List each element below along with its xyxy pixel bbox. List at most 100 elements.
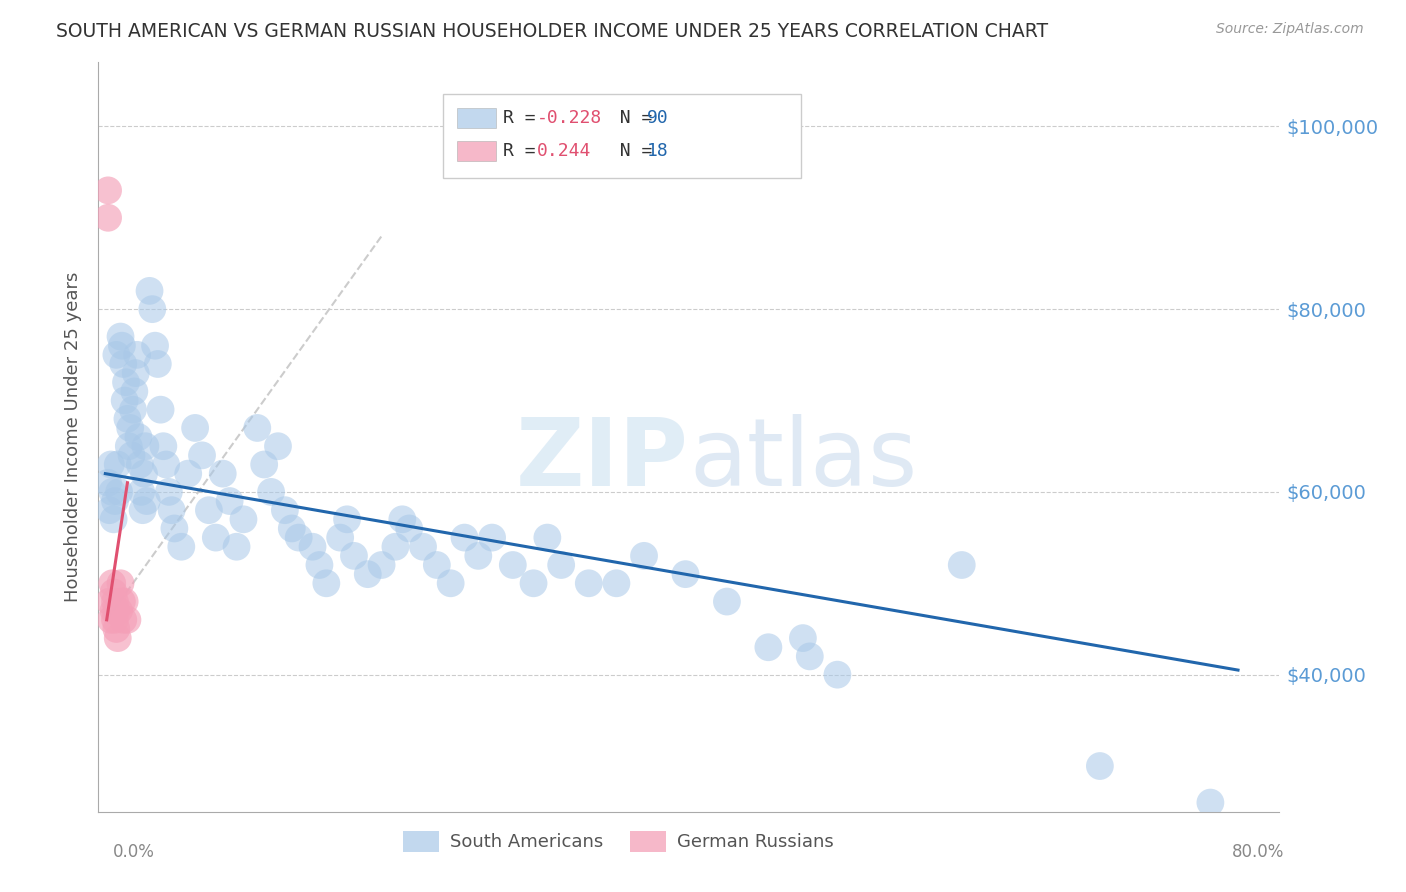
Point bbox=[105, 622, 128, 636]
Point bbox=[101, 576, 124, 591]
Point bbox=[426, 558, 449, 572]
Text: N =: N = bbox=[598, 109, 662, 127]
Point bbox=[160, 503, 183, 517]
Point bbox=[121, 448, 143, 462]
Point bbox=[114, 594, 136, 608]
Point bbox=[97, 183, 120, 197]
Text: R =: R = bbox=[503, 142, 558, 160]
Point bbox=[329, 531, 352, 545]
Point bbox=[157, 484, 180, 499]
Point bbox=[112, 357, 135, 371]
Text: 80.0%: 80.0% bbox=[1232, 843, 1285, 861]
Text: SOUTH AMERICAN VS GERMAN RUSSIAN HOUSEHOLDER INCOME UNDER 25 YEARS CORRELATION C: SOUTH AMERICAN VS GERMAN RUSSIAN HOUSEHO… bbox=[56, 22, 1049, 41]
Point bbox=[122, 402, 145, 417]
Point bbox=[578, 576, 600, 591]
Text: 18: 18 bbox=[647, 142, 668, 160]
Point bbox=[132, 467, 155, 481]
Point bbox=[98, 594, 121, 608]
Legend: South Americans, German Russians: South Americans, German Russians bbox=[395, 823, 841, 859]
Point bbox=[287, 531, 309, 545]
Point bbox=[114, 393, 136, 408]
Point bbox=[128, 458, 150, 472]
Point bbox=[675, 567, 697, 582]
Point bbox=[177, 467, 200, 481]
Text: 0.244: 0.244 bbox=[537, 142, 592, 160]
Point bbox=[135, 494, 157, 508]
Point bbox=[481, 531, 503, 545]
Point bbox=[343, 549, 366, 563]
Text: N =: N = bbox=[598, 142, 662, 160]
Point bbox=[1199, 796, 1222, 810]
Text: ZIP: ZIP bbox=[516, 414, 689, 506]
Point bbox=[117, 613, 139, 627]
Point bbox=[1088, 759, 1111, 773]
Point bbox=[384, 540, 406, 554]
Point bbox=[232, 512, 254, 526]
Point bbox=[111, 339, 134, 353]
Point bbox=[467, 549, 489, 563]
Point bbox=[225, 540, 247, 554]
Point bbox=[107, 458, 129, 472]
Point bbox=[799, 649, 821, 664]
Point bbox=[104, 613, 127, 627]
Point bbox=[103, 604, 125, 618]
Point bbox=[253, 458, 276, 472]
Point bbox=[163, 521, 186, 535]
Point bbox=[756, 640, 779, 655]
Text: atlas: atlas bbox=[689, 414, 917, 506]
Point bbox=[125, 366, 148, 380]
Point bbox=[370, 558, 392, 572]
Point bbox=[104, 594, 127, 608]
Point bbox=[522, 576, 544, 591]
Point bbox=[827, 667, 849, 681]
Point bbox=[336, 512, 359, 526]
Point bbox=[184, 421, 207, 435]
Text: -0.228: -0.228 bbox=[537, 109, 602, 127]
Point bbox=[100, 613, 122, 627]
Point bbox=[502, 558, 524, 572]
Text: 90: 90 bbox=[647, 109, 668, 127]
Point bbox=[143, 339, 166, 353]
Point bbox=[412, 540, 434, 554]
Point bbox=[97, 475, 120, 490]
Point bbox=[120, 421, 142, 435]
Point bbox=[149, 402, 172, 417]
Point bbox=[103, 512, 125, 526]
Point bbox=[117, 412, 139, 426]
Point bbox=[111, 594, 134, 608]
Point bbox=[605, 576, 627, 591]
Point bbox=[218, 494, 240, 508]
Point bbox=[110, 329, 132, 343]
Point bbox=[211, 467, 233, 481]
Point bbox=[98, 503, 121, 517]
Text: 0.0%: 0.0% bbox=[112, 843, 155, 861]
Y-axis label: Householder Income Under 25 years: Householder Income Under 25 years bbox=[63, 272, 82, 602]
Point bbox=[550, 558, 572, 572]
Point bbox=[950, 558, 973, 572]
Point bbox=[792, 631, 814, 645]
Point bbox=[308, 558, 330, 572]
Point bbox=[357, 567, 380, 582]
Point bbox=[108, 484, 131, 499]
Point bbox=[440, 576, 463, 591]
Point bbox=[536, 531, 558, 545]
Point bbox=[141, 302, 163, 317]
Point bbox=[274, 503, 297, 517]
Point bbox=[129, 484, 152, 499]
Point bbox=[124, 384, 146, 399]
Point bbox=[315, 576, 337, 591]
Point bbox=[131, 503, 153, 517]
Point bbox=[260, 484, 283, 499]
Point bbox=[101, 484, 124, 499]
Point bbox=[107, 631, 129, 645]
Point bbox=[633, 549, 655, 563]
Point bbox=[716, 594, 738, 608]
Point bbox=[100, 458, 122, 472]
Point bbox=[398, 521, 420, 535]
Point bbox=[134, 439, 156, 453]
Point bbox=[170, 540, 193, 554]
Point bbox=[246, 421, 269, 435]
Point bbox=[198, 503, 221, 517]
Point bbox=[138, 284, 160, 298]
Point bbox=[112, 613, 135, 627]
